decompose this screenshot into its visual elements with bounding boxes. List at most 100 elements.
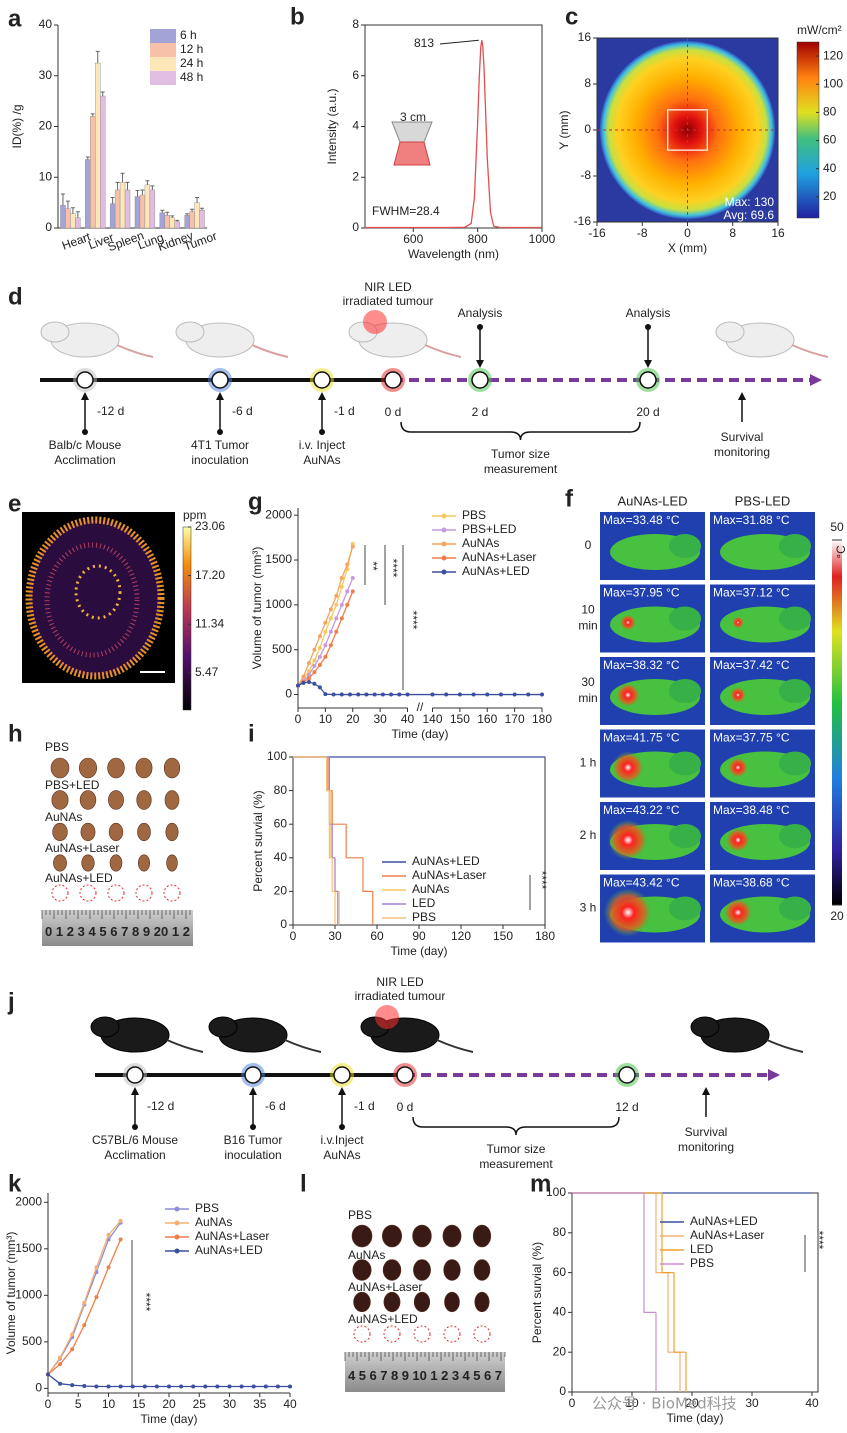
y-axis-label: Intensity (a.u.): [325, 88, 339, 164]
legend-marker: [174, 1220, 180, 1226]
y-axis-label: Volume of tumor (mm³): [4, 1232, 18, 1355]
decoration: [108, 822, 124, 842]
data-point: [46, 1372, 50, 1377]
colorbar-tick-label: 5.47: [195, 665, 219, 679]
decoration: [25, 516, 165, 680]
error-bar: [125, 181, 130, 190]
data-point: [312, 647, 317, 652]
legend-label: LED: [690, 1242, 714, 1256]
data-point: [58, 1362, 63, 1367]
data-point: [328, 607, 333, 612]
colorbar-tick-label: 60: [823, 133, 837, 147]
decoration: [669, 824, 701, 848]
decoration: [383, 1291, 401, 1313]
data-point: [203, 1384, 208, 1389]
data-point: [345, 589, 350, 594]
day-label: -1 d: [334, 404, 355, 418]
colorbar-tick-label: 100: [823, 76, 843, 90]
watermark: 公众号 · BioMed科技: [592, 1395, 737, 1413]
x-tick-label: 30: [745, 1396, 759, 1410]
day-label: 20 d: [636, 405, 659, 419]
x-axis-label: Time (day): [392, 727, 449, 741]
ruler-label: 4 5 6 7 8 9 10 1 2 3 4 5 6 7: [348, 1368, 502, 1383]
x-tick-label: 10: [625, 1396, 639, 1410]
data-point: [191, 1384, 196, 1389]
y-tick-label: 100: [546, 1185, 566, 1199]
decoration: [436, 1039, 474, 1053]
y-tick-label: 0: [35, 1381, 42, 1395]
survival-step: [661, 1193, 674, 1274]
error-bar: [90, 113, 95, 117]
error-bar: [160, 209, 165, 213]
x-tick-label: 0: [290, 929, 297, 943]
decoration: [76, 371, 94, 389]
survival-step: [345, 824, 363, 859]
bar: [95, 62, 101, 229]
decoration: [79, 757, 98, 779]
error-bar: [110, 197, 115, 204]
legend-label: AuNAs+LED: [690, 1214, 758, 1228]
row-label: 2 h: [580, 828, 597, 842]
x-tick-label: 0: [45, 1397, 52, 1411]
data-point: [106, 1232, 111, 1237]
error-bar: [65, 200, 70, 209]
decoration: [766, 1039, 804, 1053]
decoration: [669, 751, 701, 776]
data-point: [317, 662, 322, 667]
decoration: [90, 1016, 120, 1038]
decoration: [108, 790, 124, 810]
panel-label: l: [300, 1170, 307, 1197]
data-point: [526, 692, 531, 697]
day-label: -12 d: [97, 404, 124, 418]
y-tick-label: 2000: [265, 507, 292, 521]
survival-step: [326, 757, 330, 792]
data-point: [471, 692, 476, 697]
decoration: [400, 421, 641, 441]
decoration: [333, 1066, 351, 1084]
x-tick-label: 600: [403, 232, 423, 246]
row-label: min: [578, 691, 597, 705]
decoration: [216, 392, 224, 400]
legend-label: AuNAs: [462, 536, 499, 550]
colorbar-tick-label: 20: [823, 189, 837, 203]
bar: [85, 159, 91, 229]
decoration: [413, 1291, 431, 1313]
decoration: [50, 757, 70, 779]
data-line: [297, 546, 354, 686]
group-label: PBS: [348, 1208, 372, 1222]
x-tick-label: 1000: [529, 232, 556, 246]
end-label: monitoring: [678, 1140, 734, 1154]
y-tick-label: 4: [352, 119, 359, 133]
survival-step: [326, 757, 331, 792]
x-tick-label: 30: [373, 712, 387, 726]
group-label: AuNAs+LED: [45, 871, 113, 885]
group-label: PBS+LED: [45, 778, 100, 792]
error-bar: [190, 208, 195, 212]
survival-step: [334, 857, 340, 892]
bar: [159, 212, 165, 229]
group-label: AuNAs: [348, 1248, 385, 1262]
data-point: [323, 692, 328, 697]
step-label: Acclimation: [104, 1148, 165, 1162]
legend-label: AuNAs+Laser: [195, 1229, 269, 1243]
decoration: [107, 884, 125, 902]
decoration: [353, 1325, 371, 1343]
colorbar-tick-label: 80: [823, 105, 837, 119]
decoration: [702, 1087, 710, 1095]
decoration: [472, 1224, 492, 1248]
bar: [90, 116, 96, 229]
decoration: [730, 687, 746, 703]
data-point: [405, 692, 410, 697]
row-label: 0: [585, 538, 592, 552]
decoration: [217, 429, 223, 435]
data-point: [167, 1384, 171, 1389]
data-point: [306, 676, 311, 681]
survival-step: [334, 857, 338, 892]
y-tick-label: 10: [39, 169, 53, 183]
day-label: -1 d: [354, 1099, 375, 1113]
decoration: [810, 374, 822, 386]
y-tick-label: 80: [274, 783, 288, 797]
y-tick-label: 100: [267, 749, 287, 763]
step-label: i.v.Inject: [320, 1133, 364, 1147]
survival-step: [673, 1272, 686, 1353]
